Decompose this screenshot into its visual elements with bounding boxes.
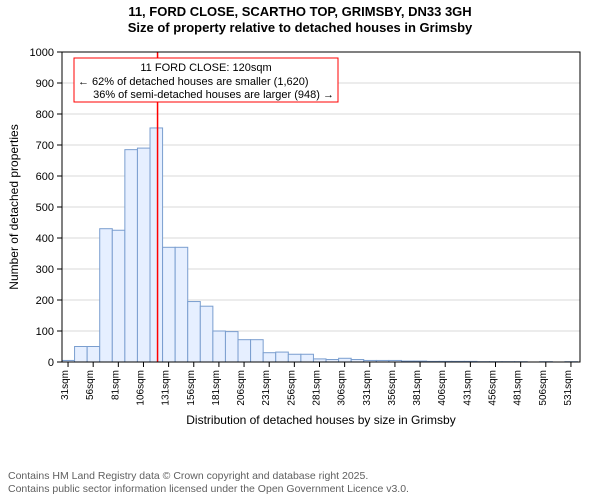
svg-text:481sqm: 481sqm — [513, 370, 524, 406]
svg-text:0: 0 — [48, 357, 54, 369]
chart-svg: 0 100 200 300 400 500 600 700 800 900 1000 31sqm 56s… — [0, 42, 600, 442]
svg-text:256sqm: 256sqm — [286, 370, 297, 406]
footer-line-2: Contains public sector information licen… — [8, 483, 409, 496]
title-line-2: Size of property relative to detached ho… — [0, 20, 600, 36]
annotation-line-2: ← 62% of detached houses are smaller (1,… — [78, 76, 309, 88]
svg-text:106sqm: 106sqm — [135, 370, 146, 406]
chart-title-block: 11, FORD CLOSE, SCARTHO TOP, GRIMSBY, DN… — [0, 0, 600, 37]
histogram-bar — [238, 340, 251, 362]
svg-text:431sqm: 431sqm — [462, 370, 473, 406]
svg-text:1000: 1000 — [30, 47, 54, 59]
footer-line-1: Contains HM Land Registry data © Crown c… — [8, 470, 409, 483]
svg-text:81sqm: 81sqm — [110, 370, 121, 400]
x-axis-label: Distribution of detached houses by size … — [186, 413, 455, 427]
histogram-bar — [75, 347, 88, 363]
svg-text:900: 900 — [36, 78, 54, 90]
svg-text:331sqm: 331sqm — [362, 370, 373, 406]
histogram-bar — [137, 148, 150, 362]
svg-text:306sqm: 306sqm — [337, 370, 348, 406]
histogram-bar — [200, 306, 213, 362]
histogram-bar — [100, 229, 113, 362]
histogram-bar — [301, 354, 314, 362]
histogram-bar — [125, 150, 138, 362]
svg-text:406sqm: 406sqm — [437, 370, 448, 406]
svg-text:800: 800 — [36, 109, 54, 121]
histogram-bar — [188, 302, 201, 362]
histogram-bar — [276, 352, 289, 362]
svg-text:31sqm: 31sqm — [60, 370, 71, 400]
svg-text:506sqm: 506sqm — [538, 370, 549, 406]
svg-text:600: 600 — [36, 171, 54, 183]
svg-text:206sqm: 206sqm — [236, 370, 247, 406]
histogram-chart: 0 100 200 300 400 500 600 700 800 900 1000 31sqm 56s… — [0, 42, 600, 442]
svg-text:231sqm: 231sqm — [261, 370, 272, 406]
histogram-bar — [339, 358, 352, 362]
histogram-bar — [150, 128, 163, 362]
title-line-1: 11, FORD CLOSE, SCARTHO TOP, GRIMSBY, DN… — [0, 4, 600, 20]
histogram-bar — [87, 347, 100, 363]
histogram-bar — [251, 340, 264, 362]
svg-text:700: 700 — [36, 140, 54, 152]
histogram-bar — [163, 247, 176, 362]
svg-text:181sqm: 181sqm — [211, 370, 222, 406]
annotation-line-3: 36% of semi-detached houses are larger (… — [93, 89, 334, 101]
histogram-bar — [213, 331, 226, 362]
svg-text:400: 400 — [36, 233, 54, 245]
svg-text:500: 500 — [36, 202, 54, 214]
svg-text:56sqm: 56sqm — [85, 370, 96, 400]
histogram-bar — [175, 247, 188, 362]
svg-text:381sqm: 381sqm — [412, 370, 423, 406]
svg-text:456sqm: 456sqm — [488, 370, 499, 406]
footer-attribution: Contains HM Land Registry data © Crown c… — [8, 470, 409, 496]
y-axis-label: Number of detached properties — [7, 124, 21, 289]
svg-text:200: 200 — [36, 295, 54, 307]
svg-text:131sqm: 131sqm — [161, 370, 172, 406]
annotation-line-1: 11 FORD CLOSE: 120sqm — [140, 62, 271, 74]
svg-text:156sqm: 156sqm — [186, 370, 197, 406]
svg-text:100: 100 — [36, 326, 54, 338]
histogram-bar — [112, 230, 125, 362]
svg-text:281sqm: 281sqm — [311, 370, 322, 406]
svg-text:356sqm: 356sqm — [387, 370, 398, 406]
svg-text:300: 300 — [36, 264, 54, 276]
histogram-bar — [288, 354, 301, 362]
svg-text:531sqm: 531sqm — [563, 370, 574, 406]
histogram-bar — [225, 332, 238, 362]
histogram-bar — [263, 353, 276, 362]
